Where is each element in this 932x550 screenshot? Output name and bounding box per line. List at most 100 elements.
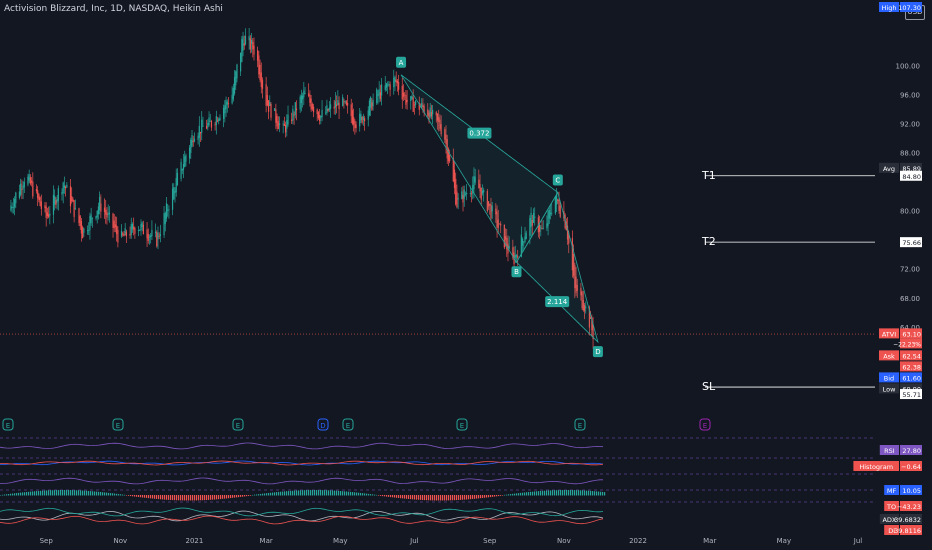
histogram-bar: [102, 492, 104, 496]
histogram-bar: [152, 495, 154, 499]
histogram-bar: [8, 494, 10, 496]
histogram-bar: [594, 491, 596, 496]
candle-body: [342, 97, 344, 106]
candle-body: [276, 116, 278, 127]
histogram-bar: [104, 492, 106, 496]
price-tick: 92.00: [900, 120, 920, 128]
candle-body: [95, 216, 97, 219]
histogram-bar: [514, 493, 516, 496]
candle-body: [108, 212, 110, 215]
candle-body: [269, 102, 271, 106]
candle-body: [20, 183, 22, 195]
histogram-bar: [36, 491, 38, 496]
histogram-bar: [184, 495, 186, 501]
candle-body: [590, 317, 592, 319]
histogram-bar: [192, 495, 194, 501]
candle-body: [241, 39, 243, 63]
high-value-box: [900, 2, 922, 12]
mf-line: [0, 477, 603, 485]
histogram-bar: [70, 490, 72, 496]
histogram-bar: [266, 493, 268, 496]
histogram-bar: [216, 495, 218, 500]
candle-body: [253, 45, 255, 55]
histogram-bar: [476, 495, 478, 499]
histogram-bar: [94, 491, 96, 496]
pattern-point-badge: [396, 56, 407, 68]
candle-body: [520, 234, 522, 257]
candle-body: [575, 276, 577, 293]
candle-body: [370, 97, 372, 108]
candle-body: [124, 228, 126, 236]
histogram-bar: [252, 494, 254, 496]
histogram-bar: [322, 490, 324, 496]
candle-body: [226, 101, 228, 105]
candle-body: [215, 116, 217, 125]
t1-value-box: [900, 170, 922, 181]
histogram-bar: [558, 490, 560, 496]
histogram-bar: [32, 491, 34, 496]
candle-body: [240, 52, 242, 72]
histogram-bar: [222, 495, 224, 499]
candle-body: [22, 185, 24, 190]
candle-body: [496, 211, 498, 228]
candle-body: [10, 205, 12, 211]
histogram-bar: [538, 491, 540, 496]
histogram-bar: [442, 495, 444, 501]
time-tick: Sep: [40, 537, 54, 545]
histogram-bar: [418, 495, 420, 500]
event-marker-box: [112, 418, 124, 431]
candle-body: [185, 155, 187, 162]
candle-body: [440, 124, 442, 135]
candle-body: [184, 156, 186, 167]
histogram-bar: [182, 495, 184, 501]
histogram-bar: [554, 490, 556, 496]
indicator-value-box: [900, 485, 922, 495]
histogram-bar: [304, 490, 306, 496]
candle-body: [498, 223, 501, 225]
candle-body: [120, 230, 123, 237]
candle-body: [428, 112, 430, 121]
candle-body: [283, 123, 285, 126]
candle-body: [29, 177, 31, 184]
histogram-bar: [248, 495, 250, 496]
histogram-bar: [376, 494, 378, 496]
candle-body: [46, 212, 48, 217]
histogram-bar: [540, 490, 542, 496]
bid-tag-text: Bid: [884, 374, 894, 382]
candle-body: [389, 84, 391, 90]
candle-body: [464, 193, 467, 195]
candle-body: [337, 100, 339, 106]
t2-value: 75.66: [902, 239, 921, 247]
histogram-bar: [386, 495, 388, 497]
histogram-bar: [162, 495, 164, 500]
histogram-bar: [486, 495, 488, 498]
candle-body: [316, 109, 318, 115]
candle-body: [293, 114, 295, 116]
histogram-bar: [484, 495, 486, 498]
histogram-bar: [20, 492, 22, 496]
candle-body: [525, 232, 527, 240]
histogram-bar: [480, 495, 482, 499]
candle-body: [380, 84, 383, 96]
histogram-bar: [416, 495, 418, 500]
event-marker-label: E: [236, 422, 240, 430]
candle-body: [557, 199, 559, 202]
candle-body: [207, 122, 209, 128]
indicator-name: Histogram: [859, 463, 893, 471]
price-tick: 68.00: [900, 295, 920, 303]
histogram-bar: [364, 493, 366, 496]
candle-body: [40, 201, 42, 210]
histogram-bar: [596, 491, 598, 496]
histogram-bar: [570, 490, 572, 496]
candle-body: [261, 79, 264, 89]
trade-levels: T1 T2 SL: [701, 169, 875, 393]
histogram-bar: [398, 495, 400, 499]
histogram-bar: [454, 495, 456, 501]
candle-body: [592, 324, 594, 340]
candle-body: [325, 112, 327, 114]
candle-body: [367, 110, 369, 120]
candle-body: [329, 104, 332, 109]
indicator-name-tag: [884, 501, 899, 511]
histogram-bar: [468, 495, 470, 500]
